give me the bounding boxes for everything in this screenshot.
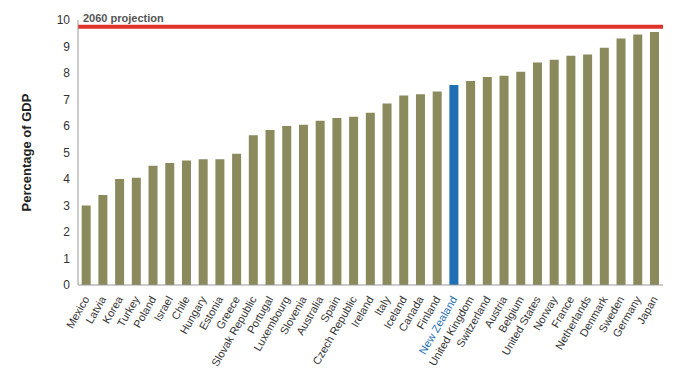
svg-text:5: 5 (63, 146, 70, 160)
svg-text:Japan: Japan (634, 294, 659, 326)
svg-text:Slovak Republic: Slovak Republic (208, 294, 259, 369)
svg-text:Czech Republic: Czech Republic (310, 294, 359, 367)
svg-text:Turkey: Turkey (114, 294, 142, 329)
svg-text:2060 projection: 2060 projection (83, 12, 164, 24)
svg-text:Korea: Korea (99, 294, 125, 326)
svg-text:8: 8 (63, 66, 70, 80)
svg-text:Switzerland: Switzerland (453, 294, 493, 350)
svg-text:4: 4 (63, 172, 70, 186)
svg-text:Poland: Poland (130, 294, 159, 330)
svg-text:3: 3 (63, 199, 70, 213)
svg-text:Spain: Spain (317, 294, 343, 325)
svg-text:Greece: Greece (213, 294, 242, 332)
svg-text:Estonia: Estonia (196, 294, 226, 332)
svg-text:United Kingdom: United Kingdom (426, 294, 476, 368)
svg-text:Slovenia: Slovenia (277, 294, 309, 337)
svg-text:Belgium: Belgium (495, 294, 527, 335)
svg-text:New Zealand: New Zealand (416, 294, 460, 357)
svg-text:Luxembourg: Luxembourg (251, 294, 293, 353)
svg-text:10: 10 (57, 13, 71, 27)
svg-text:Germany: Germany (610, 294, 644, 340)
svg-text:0: 0 (63, 278, 70, 292)
svg-text:Portugal: Portugal (244, 294, 276, 336)
svg-text:Canada: Canada (396, 294, 426, 334)
svg-text:7: 7 (63, 93, 70, 107)
svg-text:France: France (548, 294, 577, 330)
svg-text:Norway: Norway (530, 294, 560, 333)
svg-text:Sweden: Sweden (596, 294, 627, 335)
svg-text:2: 2 (63, 225, 70, 239)
svg-text:Mexico: Mexico (63, 294, 92, 331)
svg-text:Ireland: Ireland (348, 294, 376, 330)
svg-text:6: 6 (63, 119, 70, 133)
svg-text:Percentage of GDP: Percentage of GDP (19, 93, 34, 211)
svg-text:Latvia: Latvia (83, 294, 109, 326)
svg-text:Finland: Finland (414, 294, 443, 332)
svg-text:Chile: Chile (168, 294, 192, 322)
svg-text:United States: United States (499, 294, 543, 358)
svg-text:Iceland: Iceland (381, 294, 410, 331)
svg-text:Israel: Israel (151, 294, 175, 323)
svg-text:Austria: Austria (481, 294, 510, 330)
svg-text:Hungary: Hungary (177, 294, 209, 336)
svg-text:Netherlands: Netherlands (552, 294, 593, 352)
svg-text:9: 9 (63, 40, 70, 54)
svg-text:1: 1 (63, 252, 70, 266)
svg-text:Italy: Italy (371, 294, 393, 318)
svg-text:Denmark: Denmark (577, 294, 610, 339)
svg-text:Australia: Australia (293, 294, 326, 338)
